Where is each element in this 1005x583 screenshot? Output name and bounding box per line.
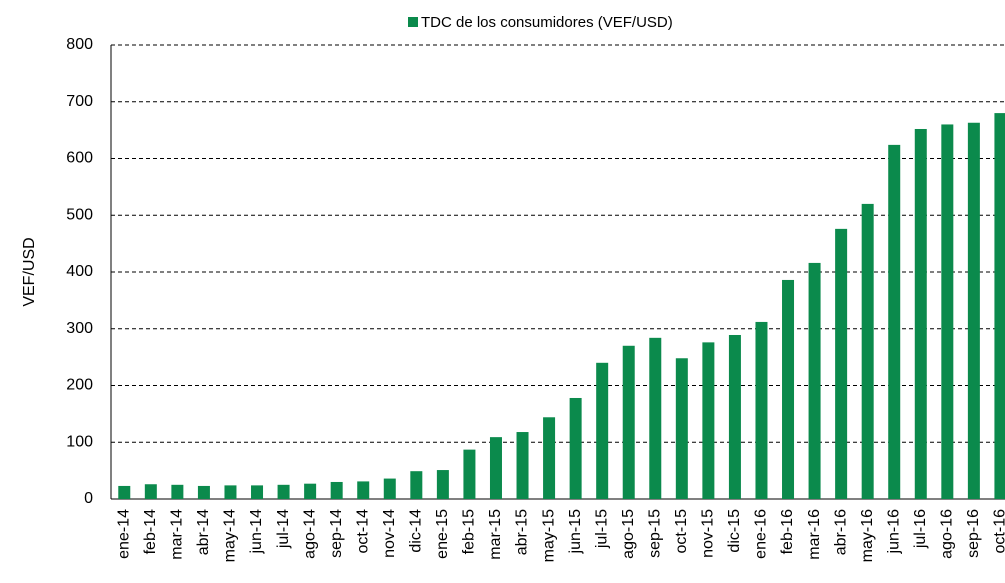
bar (304, 483, 317, 499)
y-tick-label: 100 (66, 433, 93, 450)
x-tick-label: jul-16 (912, 509, 929, 549)
bar (861, 203, 874, 499)
bar (224, 485, 237, 499)
bar (649, 337, 662, 499)
bar (675, 358, 688, 499)
x-tick-label: mar-15 (487, 509, 504, 560)
x-tick-label: dic-14 (408, 509, 425, 553)
x-tick-label: abr-15 (514, 509, 531, 555)
bar (357, 481, 370, 499)
x-tick-label: feb-14 (142, 509, 159, 554)
legend-label: TDC de los consumidores (VEF/USD) (421, 14, 673, 31)
x-tick-label: oct-15 (673, 509, 690, 554)
x-tick-label: sep-16 (965, 509, 982, 558)
x-tick-label: oct-16 (992, 509, 1005, 554)
bar (118, 485, 131, 499)
bar (728, 334, 741, 499)
x-tick-label: jun-15 (567, 509, 584, 555)
bar (941, 124, 954, 499)
y-tick-label: 400 (66, 263, 93, 280)
bar (835, 228, 848, 499)
y-axis-label: VEF/USD (21, 237, 38, 306)
x-tick-label: abr-16 (832, 509, 849, 555)
bar (888, 144, 901, 499)
x-tick-label: sep-14 (328, 509, 345, 558)
bar (808, 262, 821, 499)
bar (197, 485, 210, 499)
x-tick-label: ago-15 (620, 509, 637, 559)
x-tick-label: ene-14 (115, 509, 132, 559)
bar (436, 470, 449, 499)
x-tick-label: nov-15 (700, 509, 717, 558)
x-tick-label: jul-15 (593, 509, 610, 549)
y-tick-label: 300 (66, 320, 93, 337)
bar (144, 484, 157, 499)
bar (994, 113, 1005, 499)
bar (171, 484, 184, 499)
x-tick-label: abr-14 (195, 509, 212, 555)
bar (782, 279, 795, 499)
bar (516, 432, 529, 499)
y-tick-label: 500 (66, 206, 93, 223)
bar (277, 484, 290, 499)
bar (914, 128, 927, 500)
x-tick-label: feb-15 (461, 509, 478, 554)
x-tick-label: jul-14 (275, 509, 292, 549)
x-tick-label: sep-15 (646, 509, 663, 558)
y-tick-label: 700 (66, 93, 93, 110)
bar (596, 362, 609, 499)
bar (543, 417, 556, 499)
y-tick-label: 0 (84, 490, 93, 507)
y-tick-label: 800 (66, 36, 93, 53)
x-tick-label: may-15 (540, 509, 557, 562)
bar (330, 481, 343, 499)
x-tick-label: may-14 (222, 509, 239, 562)
x-tick-label: jun-14 (248, 509, 265, 555)
bar (569, 397, 582, 499)
x-tick-label: may-16 (859, 509, 876, 562)
x-tick-label: feb-16 (779, 509, 796, 554)
bar (755, 321, 768, 499)
x-tick-label: ago-14 (301, 509, 318, 559)
x-tick-label: jun-16 (885, 509, 902, 555)
x-tick-label: ago-16 (939, 509, 956, 559)
bar (702, 342, 715, 499)
bar (622, 345, 635, 499)
bar (383, 478, 396, 499)
legend-swatch (408, 17, 418, 27)
x-tick-label: mar-14 (169, 509, 186, 560)
bar (410, 471, 423, 499)
bar (251, 485, 264, 499)
bar (489, 437, 502, 499)
x-tick-label: ene-15 (434, 509, 451, 559)
x-tick-label: dic-15 (726, 509, 743, 553)
x-tick-label: nov-14 (381, 509, 398, 558)
bar (967, 122, 980, 499)
x-tick-label: oct-14 (354, 509, 371, 554)
bar (463, 449, 476, 499)
x-tick-label: ene-16 (753, 509, 770, 559)
x-tick-label: mar-16 (806, 509, 823, 560)
y-tick-label: 200 (66, 377, 93, 394)
y-tick-label: 600 (66, 150, 93, 167)
